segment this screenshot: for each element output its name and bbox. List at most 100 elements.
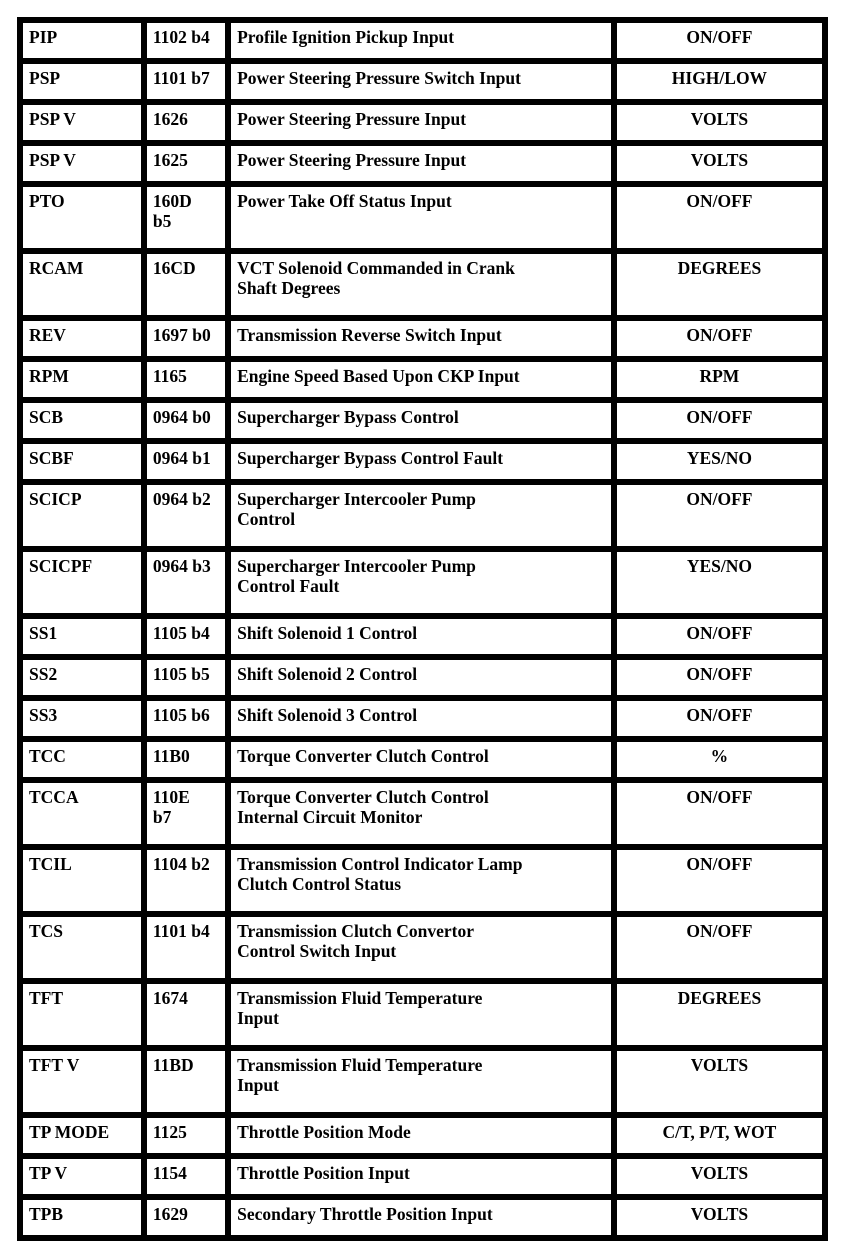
cell-description: Power Steering Pressure Input (228, 102, 614, 143)
pid-table-body: PIP 1102 b4 Profile Ignition Pickup Input O… (20, 20, 825, 1238)
cell-acronym: RPM (20, 359, 144, 400)
cell-units-text: ON/OFF (686, 191, 753, 211)
table-row: TP V 1154 Throttle Position Input VOLTS (20, 1156, 825, 1197)
cell-acronym-text: SS2 (29, 664, 58, 684)
cell-pid: 1625 (143, 143, 229, 184)
cell-acronym-text: TPB (29, 1204, 64, 1224)
cell-description: Transmission Fluid Temperature Input (228, 981, 614, 1048)
table-row: SS2 1105 b5 Shift Solenoid 2 Control ON/OFF (20, 657, 825, 698)
cell-pid: 1626 (143, 102, 229, 143)
cell-description: Supercharger Intercooler Pump Control Fa… (228, 549, 614, 616)
cell-acronym: TFT V (20, 1048, 144, 1115)
cell-acronym: TP V (20, 1156, 144, 1197)
cell-description: Shift Solenoid 1 Control (228, 616, 614, 657)
cell-pid: 16CD (143, 251, 229, 318)
cell-units-text: VOLTS (690, 1163, 749, 1183)
cell-description-text: Supercharger Bypass Control Fault (237, 448, 504, 468)
cell-units: VOLTS (613, 102, 825, 143)
cell-units-text: ON/OFF (686, 664, 753, 684)
cell-acronym: RCAM (20, 251, 144, 318)
cell-description: Secondary Throttle Position Input (228, 1197, 614, 1238)
cell-units-text: VOLTS (690, 150, 749, 170)
cell-units: VOLTS (613, 1156, 825, 1197)
cell-description: Shift Solenoid 2 Control (228, 657, 614, 698)
cell-pid: 1165 (143, 359, 229, 400)
cell-pid: 1697 b0 (143, 318, 229, 359)
cell-units: VOLTS (613, 143, 825, 184)
cell-units-text: ON/OFF (686, 854, 753, 874)
cell-description-text: Throttle Position Input (237, 1163, 410, 1183)
cell-acronym-text: SS3 (29, 705, 58, 725)
cell-acronym: SS1 (20, 616, 144, 657)
cell-units-text: ON/OFF (686, 27, 753, 47)
cell-pid-text: 1105 b5 (152, 664, 210, 684)
cell-description-text: Supercharger Bypass Control (237, 407, 459, 427)
cell-description: Engine Speed Based Upon CKP Input (228, 359, 614, 400)
cell-acronym: SS2 (20, 657, 144, 698)
cell-pid: 110E b7 (143, 780, 229, 847)
cell-acronym: REV (20, 318, 144, 359)
table-row: TCIL 1104 b2 Transmission Control Indicato… (20, 847, 825, 914)
cell-units-text: DEGREES (677, 258, 762, 278)
cell-acronym: PSP (20, 61, 144, 102)
cell-pid-text: 1104 b2 (152, 854, 210, 874)
cell-description: Supercharger Intercooler Pump Control (228, 482, 614, 549)
cell-pid-text: 16CD (152, 258, 196, 278)
cell-description-text: Power Steering Pressure Input (237, 109, 467, 129)
cell-pid: 1125 (143, 1115, 229, 1156)
cell-units: ON/OFF (613, 400, 825, 441)
cell-pid: 11B0 (143, 739, 229, 780)
pid-reference-table: PIP 1102 b4 Profile Ignition Pickup Input O… (17, 17, 828, 1241)
cell-units: DEGREES (613, 251, 825, 318)
cell-acronym: PSP V (20, 102, 144, 143)
table-row: TFT 1674 Transmission Fluid Temperature In… (20, 981, 825, 1048)
cell-acronym: PIP (20, 20, 144, 61)
cell-acronym: TPB (20, 1197, 144, 1238)
cell-description-text: Supercharger Intercooler Pump Control Fa… (237, 556, 476, 597)
cell-description: Supercharger Bypass Control (228, 400, 614, 441)
cell-acronym-text: PIP (29, 27, 58, 47)
cell-description: Supercharger Bypass Control Fault (228, 441, 614, 482)
cell-pid: 0964 b2 (143, 482, 229, 549)
cell-units: % (613, 739, 825, 780)
cell-acronym-text: PSP V (29, 150, 76, 170)
cell-units: ON/OFF (613, 657, 825, 698)
cell-description-text: Engine Speed Based Upon CKP Input (237, 366, 520, 386)
cell-acronym-text: TFT (29, 988, 64, 1008)
cell-units: ON/OFF (613, 318, 825, 359)
cell-acronym-text: RCAM (29, 258, 84, 278)
cell-pid: 1101 b7 (143, 61, 229, 102)
cell-units: ON/OFF (613, 847, 825, 914)
cell-units-text: ON/OFF (686, 623, 753, 643)
cell-units-text: VOLTS (690, 109, 749, 129)
cell-acronym: TCIL (20, 847, 144, 914)
cell-pid-text: 11BD (152, 1055, 194, 1075)
cell-pid-text: 1626 (152, 109, 188, 129)
cell-acronym: TCS (20, 914, 144, 981)
table-row: SCB 0964 b0 Supercharger Bypass Control ON/… (20, 400, 825, 441)
cell-acronym: PSP V (20, 143, 144, 184)
cell-pid-text: 160D b5 (152, 191, 192, 232)
cell-pid-text: 110E b7 (152, 787, 190, 828)
cell-acronym-text: REV (29, 325, 66, 345)
table-row: TFT V 11BD Transmission Fluid Temperature … (20, 1048, 825, 1115)
cell-description-text: Torque Converter Clutch Control Internal… (237, 787, 489, 828)
cell-units: C/T, P/T, WOT (613, 1115, 825, 1156)
cell-units-text: HIGH/LOW (671, 68, 768, 88)
cell-pid-text: 0964 b3 (152, 556, 211, 576)
cell-units: VOLTS (613, 1048, 825, 1115)
cell-acronym-text: PSP V (29, 109, 76, 129)
cell-description-text: Supercharger Intercooler Pump Control (237, 489, 476, 530)
table-row: SCBF 0964 b1 Supercharger Bypass Control F… (20, 441, 825, 482)
cell-units-text: YES/NO (686, 448, 752, 468)
cell-acronym: TFT (20, 981, 144, 1048)
cell-pid: 1105 b6 (143, 698, 229, 739)
cell-description-text: Transmission Fluid Temperature Input (237, 988, 483, 1029)
cell-units: ON/OFF (613, 698, 825, 739)
cell-acronym-text: SCICPF (29, 556, 93, 576)
cell-pid-text: 1125 (152, 1122, 187, 1142)
cell-units-text: ON/OFF (686, 489, 753, 509)
cell-description: Power Take Off Status Input (228, 184, 614, 251)
table-row: PSP V 1625 Power Steering Pressure Input VO… (20, 143, 825, 184)
cell-units-text: C/T, P/T, WOT (662, 1122, 777, 1142)
